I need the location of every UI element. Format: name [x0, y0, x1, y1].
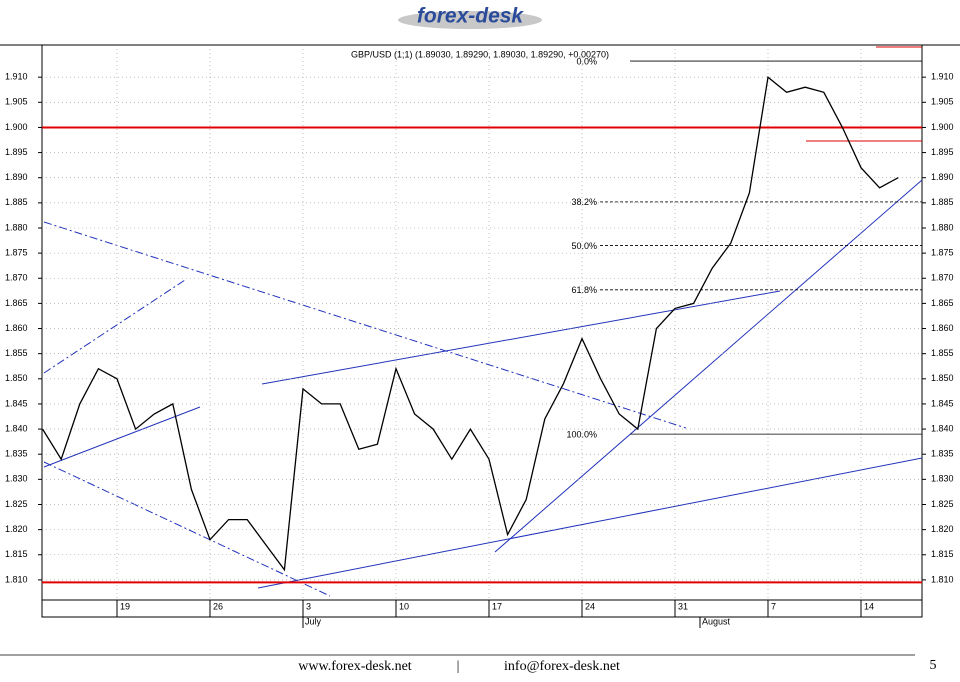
- footer-separator: |: [457, 659, 460, 674]
- y-tick-label: 1.890: [931, 172, 954, 182]
- y-tick-label: 1.810: [931, 574, 954, 584]
- y-tick-label: 1.875: [5, 248, 28, 258]
- y-tick-label: 1.900: [931, 122, 954, 132]
- fib-label: 38.2%: [571, 197, 597, 207]
- y-tick-label: 1.825: [931, 499, 954, 509]
- logo-swoosh: [398, 11, 542, 29]
- y-tick-label: 1.890: [5, 172, 28, 182]
- y-tick-label: 1.910: [931, 72, 954, 82]
- y-tick-label: 1.910: [5, 72, 28, 82]
- y-tick-label: 1.875: [931, 248, 954, 258]
- fib-label: 50.0%: [571, 241, 597, 251]
- x-tick-label: 17: [492, 601, 502, 611]
- y-tick-label: 1.845: [931, 398, 954, 408]
- x-tick-label: 7: [771, 601, 776, 611]
- x-tick-label: 3: [306, 601, 311, 611]
- y-tick-label: 1.870: [931, 273, 954, 283]
- trendlines: [43, 179, 923, 597]
- x-tick-label: 14: [864, 601, 874, 611]
- footer-email: info@forex-desk.net: [504, 659, 620, 674]
- y-tick-label: 1.885: [5, 197, 28, 207]
- x-tick-label: 24: [585, 601, 595, 611]
- y-tick-label: 1.830: [931, 474, 954, 484]
- y-tick-label: 1.865: [5, 298, 28, 308]
- y-tick-label: 1.895: [931, 147, 954, 157]
- y-tick-label: 1.895: [5, 147, 28, 157]
- y-tick-label: 1.830: [5, 474, 28, 484]
- trendline: [43, 279, 186, 374]
- fib-label: 100.0%: [566, 429, 597, 439]
- y-tick-label: 1.855: [931, 348, 954, 358]
- trendline: [494, 179, 923, 553]
- trendline: [43, 221, 687, 429]
- x-tick-label: 26: [213, 601, 223, 611]
- y-tick-label: 1.835: [931, 449, 954, 459]
- y-tick-label: 1.835: [5, 449, 28, 459]
- y-tick-label: 1.850: [5, 373, 28, 383]
- x-tick-label: 10: [399, 601, 409, 611]
- fib-label: 0.0%: [576, 56, 597, 66]
- y-tick-label: 1.880: [931, 222, 954, 232]
- y-tick-label: 1.885: [931, 197, 954, 207]
- y-tick-label: 1.840: [931, 423, 954, 433]
- y-tick-label: 1.840: [5, 423, 28, 433]
- y-tick-label: 1.905: [5, 97, 28, 107]
- y-tick-label: 1.825: [5, 499, 28, 509]
- chart-title: GBP/USD (1;1) (1.89030, 1.89290, 1.89030…: [351, 49, 609, 59]
- logo: forex-desk: [417, 5, 525, 28]
- month-label: August: [702, 616, 731, 626]
- y-tick-label: 1.845: [5, 398, 28, 408]
- y-tick-label: 1.850: [931, 373, 954, 383]
- trendline: [43, 461, 331, 597]
- x-axis-strip: [41, 599, 923, 618]
- y-tick-label: 1.870: [5, 273, 28, 283]
- y-tick-label: 1.860: [931, 323, 954, 333]
- y-tick-label: 1.865: [931, 298, 954, 308]
- y-tick-label: 1.815: [5, 549, 28, 559]
- page-number: 5: [930, 658, 937, 673]
- y-tick-label: 1.900: [5, 122, 28, 132]
- y-tick-label: 1.810: [5, 574, 28, 584]
- fib-label: 61.8%: [571, 285, 597, 295]
- y-tick-label: 1.820: [931, 524, 954, 534]
- y-tick-label: 1.820: [5, 524, 28, 534]
- trendline: [257, 457, 923, 589]
- x-tick-label: 31: [678, 601, 688, 611]
- price-line: [42, 75, 899, 572]
- footer-website: www.forex-desk.net: [298, 659, 411, 674]
- y-tick-label: 1.880: [5, 222, 28, 232]
- y-tick-label: 1.815: [931, 549, 954, 559]
- y-tick-label: 1.905: [931, 97, 954, 107]
- trendline: [261, 290, 781, 385]
- trendline: [43, 406, 201, 468]
- month-label: July: [305, 616, 322, 626]
- y-tick-label: 1.860: [5, 323, 28, 333]
- y-tick-label: 1.855: [5, 348, 28, 358]
- x-tick-label: 19: [120, 601, 130, 611]
